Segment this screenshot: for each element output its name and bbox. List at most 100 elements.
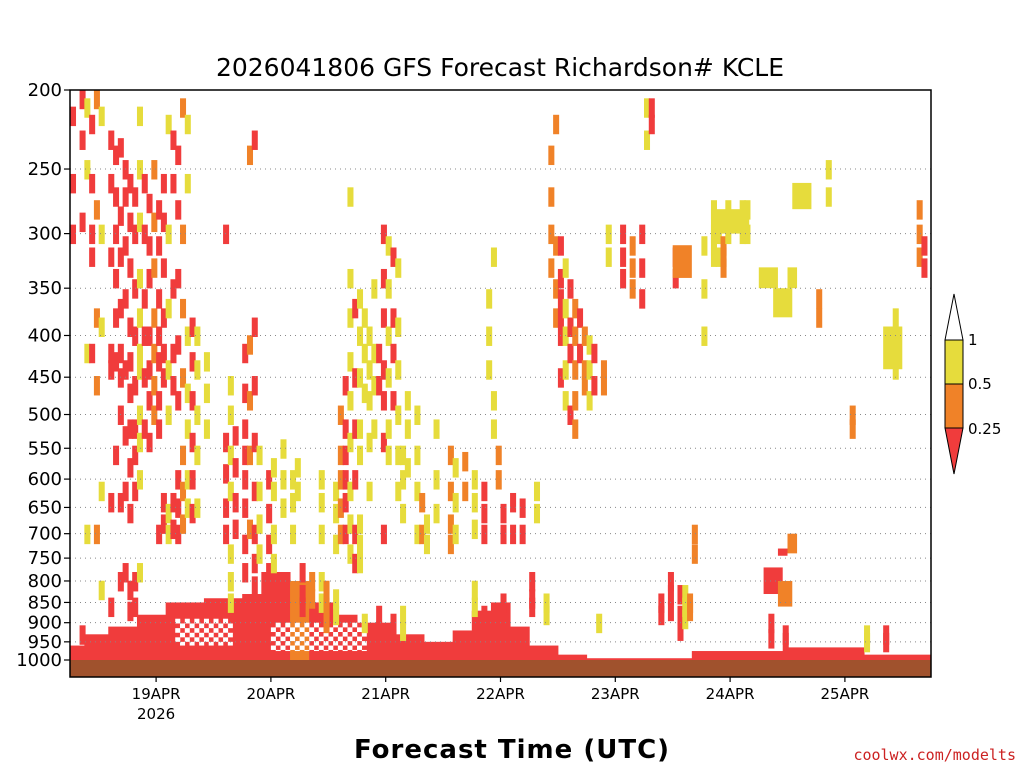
heatmap-cell xyxy=(361,383,368,404)
heatmap-cell xyxy=(720,236,727,256)
low-level-gap xyxy=(328,627,334,633)
heatmap-cell xyxy=(404,419,411,439)
heatmap-cell xyxy=(510,524,517,545)
heatmap-cell xyxy=(184,470,191,490)
heatmap-cell xyxy=(529,597,536,618)
heatmap-cell xyxy=(189,470,196,490)
heatmap-cell xyxy=(256,481,263,502)
heatmap-cell xyxy=(156,419,163,439)
heatmap-cell xyxy=(203,352,210,372)
low-level-gap xyxy=(313,622,319,628)
low-level-gap xyxy=(218,623,224,629)
low-level-gap xyxy=(223,618,229,624)
heatmap-cell xyxy=(318,470,325,490)
heatmap-cell xyxy=(242,383,249,404)
heatmap-cell xyxy=(266,470,273,490)
heatmap-cell xyxy=(194,360,201,380)
heatmap-cell xyxy=(347,268,354,289)
low-level-gap xyxy=(189,632,195,638)
heatmap-cell xyxy=(567,343,574,364)
heatmap-cell xyxy=(290,470,297,490)
heatmap-cell xyxy=(357,289,364,309)
heatmap-cell xyxy=(318,572,325,592)
heatmap-cell xyxy=(251,553,258,574)
heatmap-cell xyxy=(266,503,273,524)
heatmap-cell xyxy=(136,343,143,364)
low-level-gap xyxy=(223,628,229,633)
heatmap-cell xyxy=(242,343,249,364)
heatmap-cell xyxy=(132,376,139,396)
heatmap-cell xyxy=(620,247,627,267)
heatmap-cell xyxy=(333,534,340,555)
heatmap-cell xyxy=(333,605,340,626)
heatmap-cell xyxy=(175,145,182,166)
heatmap-cell xyxy=(160,173,167,194)
heatmap-cell xyxy=(108,597,115,618)
heatmap-cell xyxy=(380,224,387,245)
heatmap-cell xyxy=(921,258,928,278)
heatmap-cell xyxy=(127,212,134,233)
heatmap-cell xyxy=(419,524,426,545)
ground-layer xyxy=(70,660,931,677)
low-level-gap xyxy=(318,636,324,642)
heatmap-cell xyxy=(337,524,344,545)
heatmap-cell xyxy=(390,391,397,411)
heatmap-cell xyxy=(500,524,507,545)
heatmap-cell xyxy=(227,593,234,613)
heatmap-cell xyxy=(89,224,96,245)
low-level-gap xyxy=(294,622,300,628)
heatmap-cell xyxy=(246,335,254,355)
heatmap-cell xyxy=(146,326,153,346)
low-level-gap xyxy=(352,622,358,628)
heatmap-patch xyxy=(787,267,798,289)
y-tick-label: 350 xyxy=(28,278,62,299)
heatmap-patch xyxy=(710,209,750,234)
y-tick-label: 300 xyxy=(28,224,62,245)
low-level-gap xyxy=(184,637,190,642)
heatmap-cell xyxy=(342,492,349,513)
heatmap-cell xyxy=(548,145,555,166)
heatmap-cell xyxy=(156,289,163,309)
x-tick-label: 25APR xyxy=(820,685,869,703)
heatmap-cell xyxy=(395,445,402,466)
heatmap-cell xyxy=(543,593,550,613)
heatmap-cell xyxy=(648,114,655,135)
heatmap-cell xyxy=(70,173,77,194)
heatmap-cell xyxy=(519,524,526,545)
heatmap-cell xyxy=(395,481,402,502)
heatmap-cell xyxy=(122,187,129,207)
heatmap-cell xyxy=(141,326,148,346)
low-level-gap xyxy=(328,636,334,642)
heatmap-cell xyxy=(567,279,574,299)
grid-lines xyxy=(70,168,931,643)
heatmap-cell xyxy=(108,343,115,364)
y-tick-label: 900 xyxy=(28,613,62,634)
low-level-band xyxy=(557,654,588,660)
heatmap-cell xyxy=(232,458,239,478)
heatmap-cell xyxy=(577,308,584,328)
heatmap-cell xyxy=(194,445,201,466)
heatmap-cell xyxy=(309,589,316,609)
heatmap-cell xyxy=(404,458,411,478)
heatmap-cell xyxy=(519,498,526,518)
heatmap-cell xyxy=(490,247,497,267)
heatmap-cell xyxy=(117,206,124,226)
credit-text[interactable]: coolwx.com/modelts xyxy=(853,746,1016,764)
heatmap-cell xyxy=(744,224,751,245)
heatmap-cell xyxy=(471,580,478,601)
heatmap-cell xyxy=(581,326,588,346)
y-tick-label: 400 xyxy=(28,325,62,346)
heatmap-cell xyxy=(357,419,364,439)
low-level-gap xyxy=(285,622,291,628)
heatmap-cell xyxy=(189,352,196,372)
heatmap-cell xyxy=(136,160,143,180)
heatmap-cell xyxy=(175,268,182,289)
low-level-gap xyxy=(208,641,214,646)
heatmap-cells xyxy=(70,90,931,660)
heatmap-cell xyxy=(471,492,478,513)
heatmap-cell xyxy=(79,130,86,150)
low-level-gap xyxy=(227,632,233,638)
low-level-gap xyxy=(213,637,219,642)
heatmap-cell xyxy=(414,524,421,545)
heatmap-cell xyxy=(156,200,163,220)
